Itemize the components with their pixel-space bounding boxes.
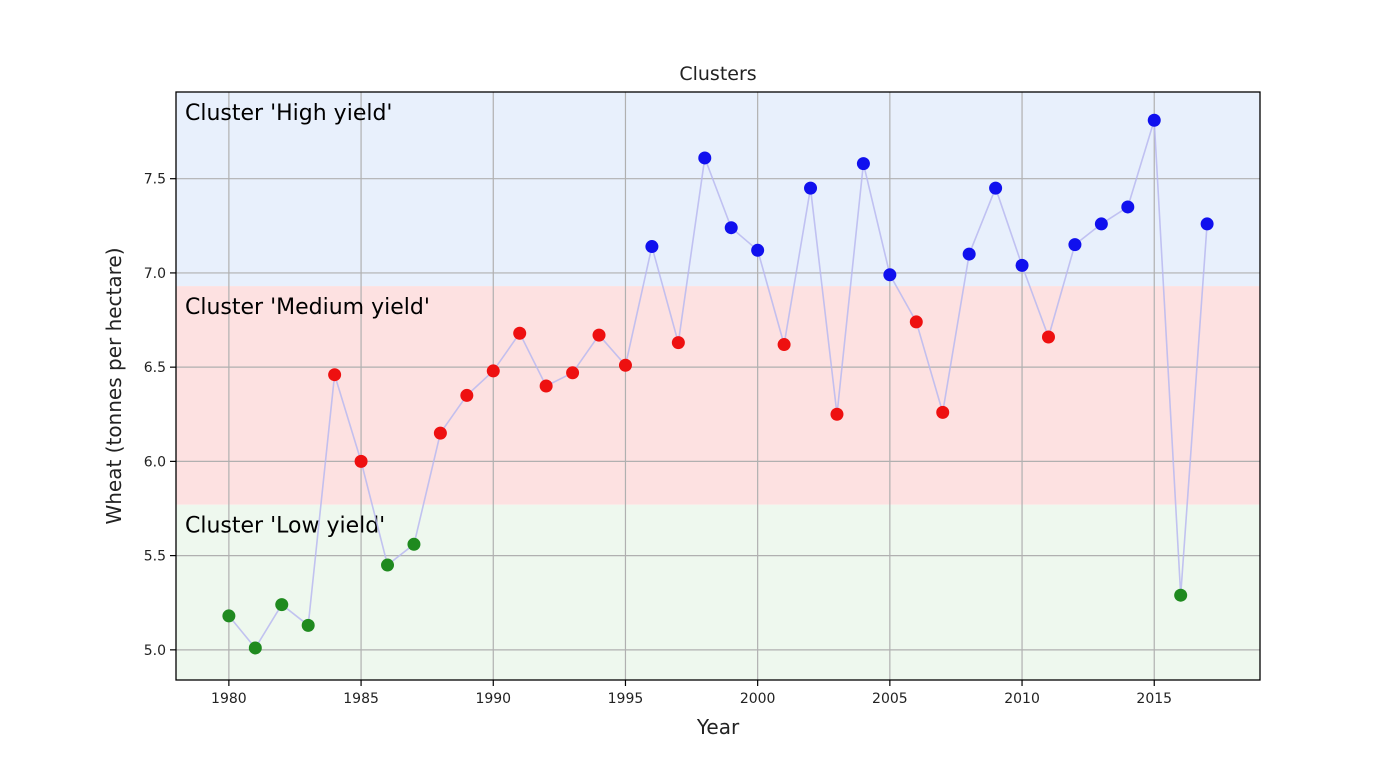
point-2014 <box>1121 200 1135 214</box>
point-1998 <box>698 151 712 165</box>
y-tick-label: 6.0 <box>144 454 166 470</box>
point-1999 <box>724 221 738 235</box>
point-2013 <box>1094 217 1108 231</box>
x-tick-label: 2015 <box>1136 691 1172 707</box>
x-axis-label: Year <box>696 715 740 739</box>
x-tick-label: 2000 <box>740 691 776 707</box>
point-1996 <box>645 240 659 254</box>
point-2012 <box>1068 238 1082 252</box>
point-1989 <box>460 388 474 402</box>
point-1981 <box>248 641 262 655</box>
y-tick-label: 5.0 <box>144 643 166 659</box>
cluster-band-labels: Cluster 'High yield' Cluster 'Medium yiel… <box>185 101 430 539</box>
x-tick-label: 1980 <box>211 691 247 707</box>
point-2007 <box>936 405 950 419</box>
point-2008 <box>962 247 976 261</box>
y-tick-label: 6.5 <box>144 360 166 376</box>
y-tick-label: 7.5 <box>144 172 166 188</box>
point-2009 <box>989 181 1003 195</box>
grid-lines <box>176 92 1260 680</box>
point-2005 <box>883 268 897 282</box>
cluster-bands <box>176 92 1260 680</box>
point-2016 <box>1174 588 1188 602</box>
point-1991 <box>513 326 527 340</box>
point-2001 <box>777 338 791 352</box>
x-tick-label: 1995 <box>608 691 644 707</box>
point-1990 <box>486 364 500 378</box>
point-1993 <box>566 366 580 380</box>
point-2011 <box>1041 330 1055 344</box>
point-1995 <box>618 358 632 372</box>
point-2006 <box>909 315 923 329</box>
point-2017 <box>1200 217 1214 231</box>
point-1980 <box>222 609 236 623</box>
band-low <box>176 504 1260 680</box>
point-1992 <box>539 379 553 393</box>
point-1994 <box>592 328 606 342</box>
x-tick-label: 2005 <box>872 691 908 707</box>
point-1987 <box>407 537 421 551</box>
y-tick-label: 7.0 <box>144 266 166 282</box>
point-2002 <box>804 181 818 195</box>
chart-title: Clusters <box>679 63 756 85</box>
point-2003 <box>830 407 844 421</box>
y-tick-label: 5.5 <box>144 549 166 565</box>
point-2010 <box>1015 258 1029 272</box>
x-tick-label: 1990 <box>475 691 511 707</box>
point-2000 <box>751 243 765 257</box>
x-axis-ticks: 1980 1985 1990 1995 2000 2005 2010 2015 <box>211 680 1172 707</box>
band-label-high: Cluster 'High yield' <box>185 101 392 126</box>
band-label-low: Cluster 'Low yield' <box>185 514 385 539</box>
band-medium <box>176 286 1260 505</box>
y-axis-ticks: 5.0 5.5 6.0 6.5 7.0 7.5 <box>144 172 176 659</box>
point-1982 <box>275 598 289 612</box>
point-1984 <box>328 368 342 382</box>
point-2004 <box>856 157 870 171</box>
band-high <box>176 92 1260 287</box>
point-1986 <box>381 558 395 572</box>
x-tick-label: 1985 <box>343 691 379 707</box>
point-1988 <box>433 426 447 440</box>
band-label-medium: Cluster 'Medium yield' <box>185 295 430 320</box>
point-1997 <box>671 336 685 350</box>
point-1983 <box>301 618 315 632</box>
y-axis-label: Wheat (tonnes per hectare) <box>102 247 126 524</box>
point-2015 <box>1147 113 1161 127</box>
x-tick-label: 2010 <box>1004 691 1040 707</box>
data-points <box>222 113 1214 655</box>
point-1985 <box>354 454 368 468</box>
plot-frame <box>175 91 1261 681</box>
